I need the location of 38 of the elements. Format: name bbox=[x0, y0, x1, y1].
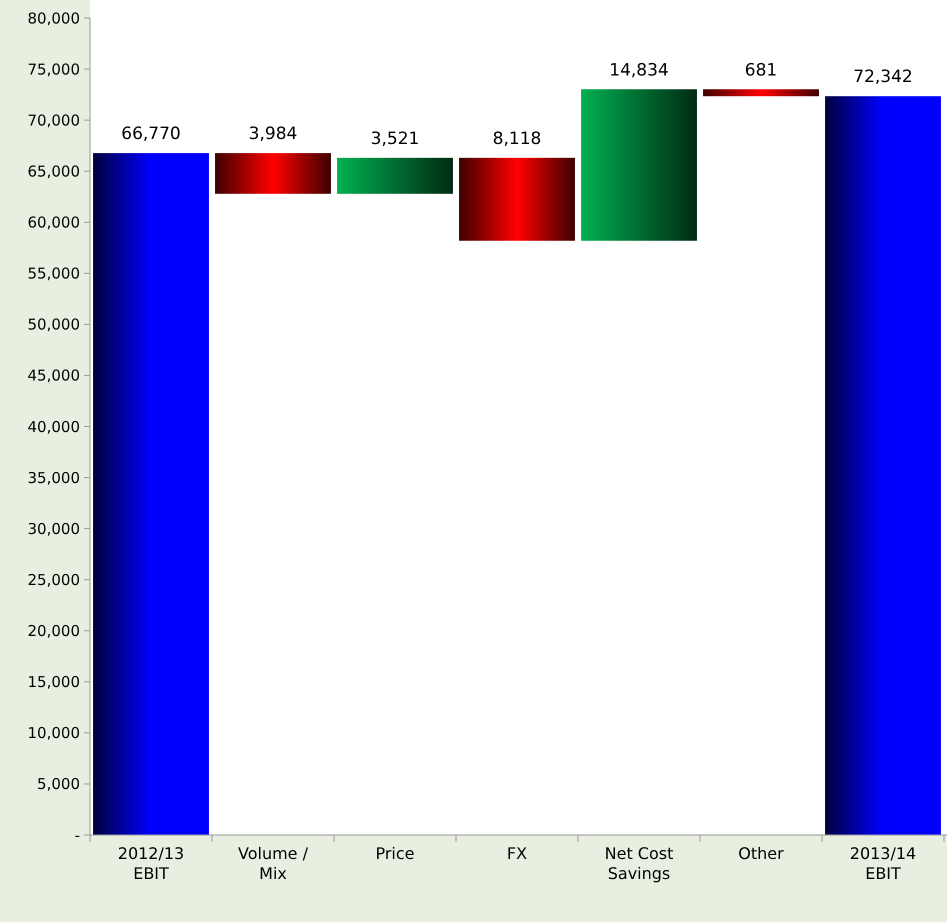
x-tick-label: 2012/13 EBIT bbox=[118, 844, 184, 883]
data-label: 14,834 bbox=[609, 60, 669, 80]
x-tick-label: Volume / Mix bbox=[238, 844, 309, 883]
x-tick-label: Other bbox=[738, 844, 784, 863]
y-tick-label: 25,000 bbox=[28, 570, 80, 589]
y-tick-label: 45,000 bbox=[28, 366, 80, 385]
y-tick-label: 50,000 bbox=[28, 316, 80, 334]
y-tick-label: 55,000 bbox=[28, 264, 80, 283]
bar bbox=[581, 89, 697, 241]
bar bbox=[459, 158, 575, 241]
y-tick-label: 60,000 bbox=[28, 214, 80, 232]
y-tick-label: - bbox=[74, 826, 80, 844]
data-label: 66,770 bbox=[121, 124, 181, 144]
data-label: 3,984 bbox=[248, 124, 298, 144]
y-tick-label: 35,000 bbox=[28, 468, 80, 487]
x-tick-label: FX bbox=[506, 844, 528, 863]
x-tick-label: Net Cost Savings bbox=[604, 844, 674, 883]
bar bbox=[215, 153, 331, 194]
y-tick-label: 10,000 bbox=[28, 724, 80, 742]
x-tick-label: Price bbox=[375, 844, 415, 863]
y-tick-label: 5,000 bbox=[37, 775, 80, 794]
y-tick-label: 65,000 bbox=[28, 162, 80, 180]
bar bbox=[703, 89, 819, 96]
y-tick-label: 40,000 bbox=[28, 418, 80, 436]
y-tick-label: 80,000 bbox=[28, 9, 80, 28]
data-label: 72,342 bbox=[853, 67, 913, 88]
data-label: 681 bbox=[744, 60, 778, 80]
bar bbox=[825, 96, 941, 835]
bar bbox=[93, 153, 209, 835]
y-tick-label: 15,000 bbox=[28, 673, 80, 692]
x-tick-label: 2013/14 EBIT bbox=[850, 844, 916, 883]
y-tick-label: 30,000 bbox=[28, 520, 80, 538]
data-label: 3,521 bbox=[370, 128, 420, 149]
data-label: 8,118 bbox=[492, 128, 542, 149]
y-tick-label: 75,000 bbox=[28, 60, 80, 78]
y-tick-label: 70,000 bbox=[28, 111, 80, 130]
bar bbox=[337, 158, 453, 194]
y-tick-label: 20,000 bbox=[28, 622, 80, 640]
